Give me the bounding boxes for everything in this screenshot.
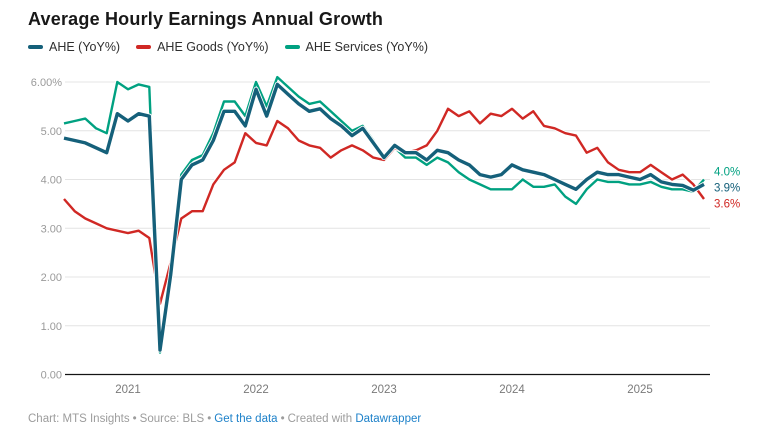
- series-line-0: [63, 82, 705, 352]
- footer-separator: •: [280, 413, 285, 425]
- get-the-data-link[interactable]: Get the data: [214, 413, 278, 425]
- x-tick-label: 2022: [243, 384, 269, 396]
- legend-item-ahe: AHE (YoY%): [28, 40, 120, 54]
- legend-item-label: AHE Services (YoY%): [305, 40, 429, 54]
- legend-swatch-icon: [136, 45, 152, 49]
- legend-item-label: AHE Goods (YoY%): [157, 40, 269, 54]
- legend-item-ahe-services: AHE Services (YoY%): [284, 40, 429, 54]
- series-line-casing: [62, 106, 706, 306]
- x-tick-label: 2025: [627, 384, 653, 396]
- legend-item-ahe-goods: AHE Goods (YoY%): [136, 40, 269, 54]
- chart-footer: Chart: MTS Insights • Source: BLS • Get the …: [28, 413, 421, 425]
- footer-source: Source: BLS: [139, 413, 205, 425]
- y-tick-label: 3.00: [41, 223, 62, 235]
- y-tick-label: 1.00: [41, 321, 62, 333]
- series-line-casing: [63, 81, 706, 353]
- series-end-label: 3.9%: [714, 183, 740, 195]
- footer-separator: •: [207, 413, 212, 425]
- chart-title: Average Hourly Earnings Annual Growth: [28, 9, 384, 29]
- y-tick-label: 5.00: [41, 126, 62, 138]
- footer-separator: •: [132, 413, 137, 425]
- y-tick-label: 6.00%: [31, 77, 62, 89]
- x-tick-label: 2024: [499, 384, 525, 396]
- legend-swatch-icon: [284, 45, 300, 49]
- x-tick-label: 2021: [115, 384, 141, 396]
- series-end-label: 4.0%: [714, 167, 740, 179]
- series-line-1: [63, 107, 705, 305]
- y-tick-label: 0.00: [41, 370, 62, 382]
- legend-swatch-icon: [28, 45, 43, 49]
- datawrapper-link[interactable]: Datawrapper: [355, 413, 422, 425]
- x-tick-label: 2023: [371, 384, 397, 396]
- legend-item-label: AHE (YoY%): [49, 40, 121, 54]
- chart-legend: AHE (YoY%) AHE Goods (YoY%) AHE Services…: [28, 40, 428, 54]
- series-end-label: 3.6%: [714, 199, 740, 211]
- footer-chart-credit: Chart: MTS Insights: [28, 413, 130, 425]
- y-tick-label: 2.00: [41, 272, 62, 284]
- footer-created-with: Created with: [287, 413, 353, 425]
- y-tick-label: 4.00: [41, 175, 62, 187]
